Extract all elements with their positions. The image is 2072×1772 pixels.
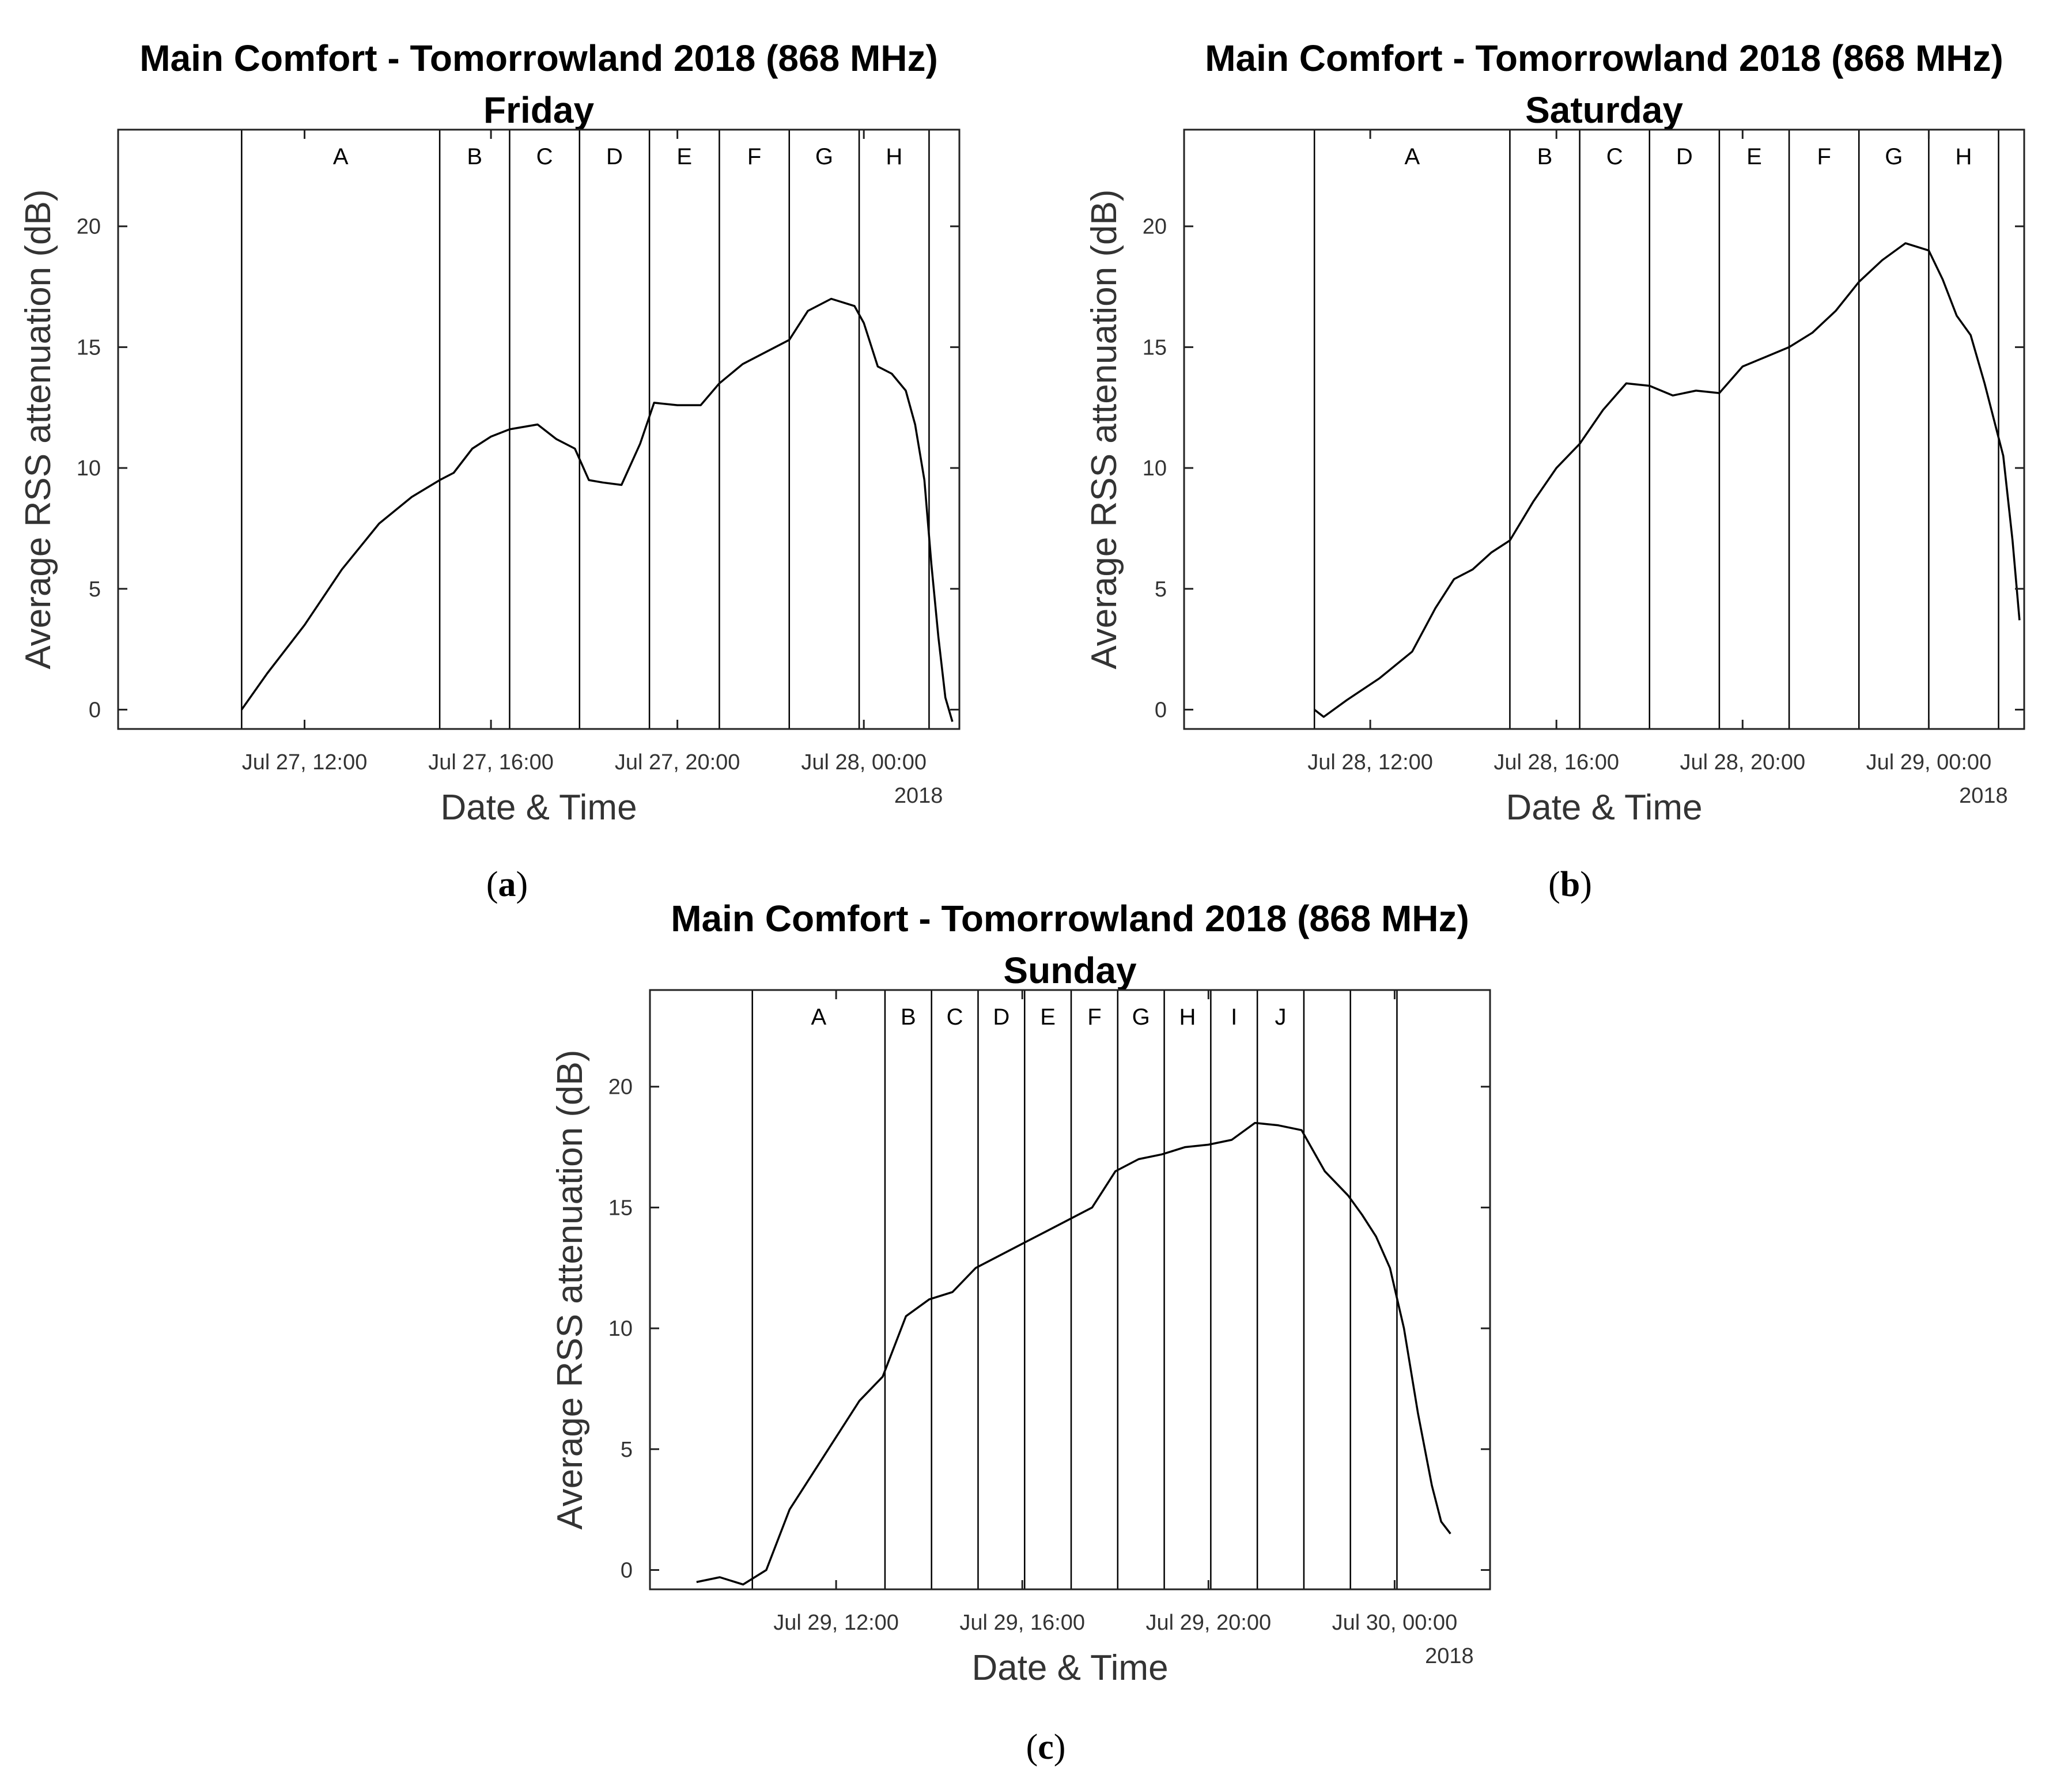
- y-tick-label: 10: [1143, 456, 1167, 481]
- phase-label-F: F: [1087, 1004, 1101, 1030]
- series-line: [696, 1121, 1451, 1586]
- chart-subtitle: Friday: [483, 89, 594, 131]
- x-tick-label: Jul 29, 16:00: [959, 1611, 1085, 1635]
- chart-title: Main Comfort - Tomorrowland 2018 (868 MH…: [1205, 37, 2003, 79]
- phase-label-H: H: [886, 144, 902, 169]
- phase-label-J: J: [1275, 1004, 1287, 1030]
- series-line: [240, 297, 954, 722]
- phase-label-B: B: [901, 1004, 916, 1030]
- phase-label-B: B: [1537, 144, 1553, 169]
- chart-subtitle: Sunday: [1003, 950, 1137, 991]
- y-tick-label: 10: [77, 456, 101, 481]
- y-tick-label: 5: [621, 1438, 633, 1462]
- x-tick-label: Jul 27, 16:00: [428, 750, 554, 774]
- y-tick-label: 0: [89, 698, 101, 722]
- y-tick-label: 20: [1143, 215, 1167, 239]
- phase-label-I: I: [1231, 1004, 1237, 1030]
- x-tick-label: Jul 27, 12:00: [242, 750, 368, 774]
- y-tick-label: 5: [1155, 577, 1167, 602]
- y-tick-label: 15: [77, 335, 101, 360]
- phase-label-E: E: [1746, 144, 1762, 169]
- plot-area-frame: [1183, 129, 2025, 730]
- x-tick-label: Jul 28, 12:00: [1307, 750, 1433, 774]
- chart-subtitle: Saturday: [1525, 89, 1683, 131]
- x-tick-label: Jul 29, 00:00: [1866, 750, 1992, 774]
- phase-label-G: G: [1132, 1004, 1150, 1030]
- phase-label-H: H: [1956, 144, 1972, 169]
- chart-panel-b: Main Comfort - Tomorrowland 2018 (868 MH…: [1084, 37, 2025, 828]
- x-tick-label: Jul 29, 12:00: [773, 1611, 899, 1635]
- y-tick-label: 10: [608, 1317, 633, 1341]
- phase-label-C: C: [947, 1004, 963, 1030]
- y-axis-label: Average RSS attenuation (dB): [18, 190, 58, 670]
- chart-title: Main Comfort - Tomorrowland 2018 (868 MH…: [671, 898, 1469, 939]
- phase-label-D: D: [993, 1004, 1009, 1030]
- plot-area-frame: [117, 129, 961, 730]
- panel-caption-c: (c): [1026, 1728, 1066, 1767]
- x-tick-year-label: 2018: [1425, 1644, 1474, 1668]
- x-tick-label: Jul 28, 20:00: [1680, 750, 1806, 774]
- phase-label-F: F: [1817, 144, 1831, 169]
- y-tick-label: 0: [1155, 698, 1167, 722]
- y-tick-label: 15: [1143, 335, 1167, 360]
- chart-panel-a: Main Comfort - Tomorrowland 2018 (868 MH…: [18, 37, 961, 828]
- phase-label-D: D: [606, 144, 623, 169]
- x-tick-label: Jul 30, 00:00: [1332, 1611, 1458, 1635]
- x-tick-label: Jul 28, 16:00: [1493, 750, 1619, 774]
- phase-label-C: C: [1606, 144, 1623, 169]
- x-tick-label: Jul 29, 20:00: [1146, 1611, 1272, 1635]
- phase-label-B: B: [467, 144, 482, 169]
- x-tick-year-label: 2018: [894, 784, 943, 808]
- x-axis-label: Date & Time: [971, 1648, 1168, 1688]
- y-axis-label: Average RSS attenuation (dB): [550, 1050, 590, 1530]
- chart-panel-c: Main Comfort - Tomorrowland 2018 (868 MH…: [550, 898, 1491, 1688]
- phase-label-D: D: [1676, 144, 1693, 169]
- panel-caption-b: (b): [1548, 865, 1592, 904]
- phase-label-F: F: [747, 144, 761, 169]
- phase-label-C: C: [536, 144, 553, 169]
- phase-label-G: G: [1885, 144, 1903, 169]
- phase-label-A: A: [811, 1004, 826, 1030]
- chart-title: Main Comfort - Tomorrowland 2018 (868 MH…: [139, 37, 938, 79]
- panel-caption-a: (a): [486, 865, 528, 904]
- x-axis-label: Date & Time: [440, 788, 637, 828]
- x-tick-year-label: 2018: [1959, 784, 2008, 808]
- phase-label-A: A: [333, 144, 349, 169]
- y-tick-label: 20: [77, 215, 101, 239]
- phase-label-H: H: [1179, 1004, 1196, 1030]
- phase-label-G: G: [815, 144, 833, 169]
- y-axis-label: Average RSS attenuation (dB): [1084, 190, 1124, 670]
- y-tick-label: 5: [89, 577, 101, 602]
- x-tick-label: Jul 28, 00:00: [801, 750, 927, 774]
- plot-area-frame: [649, 989, 1491, 1590]
- phase-label-E: E: [676, 144, 692, 169]
- x-axis-label: Date & Time: [1506, 788, 1702, 828]
- phase-label-A: A: [1404, 144, 1420, 169]
- series-line: [1314, 242, 2021, 718]
- y-tick-label: 0: [621, 1558, 633, 1582]
- x-tick-label: Jul 27, 20:00: [615, 750, 740, 774]
- y-tick-label: 20: [608, 1075, 633, 1100]
- y-tick-label: 15: [608, 1196, 633, 1220]
- phase-label-E: E: [1040, 1004, 1056, 1030]
